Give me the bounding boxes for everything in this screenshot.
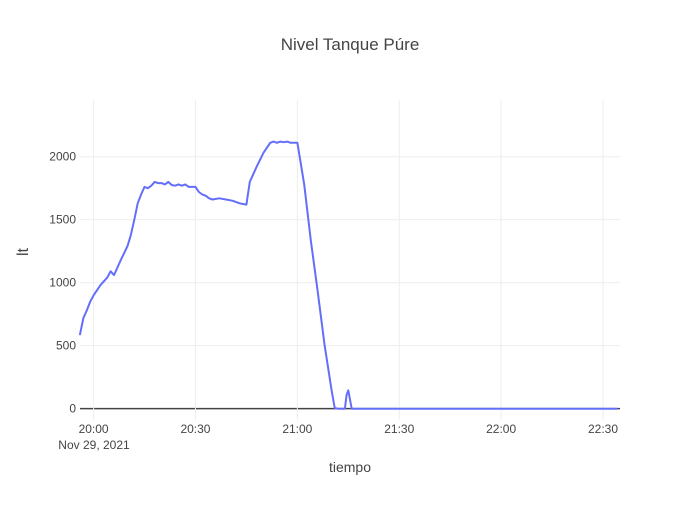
y-tick-label: 1500 bbox=[49, 213, 76, 227]
x-tick-label: 20:00 bbox=[79, 422, 109, 436]
x-tick-label: 21:30 bbox=[384, 422, 414, 436]
y-tick-label: 1000 bbox=[49, 276, 76, 290]
y-tick-label: 2000 bbox=[49, 150, 76, 164]
series-line bbox=[79, 140, 618, 410]
y-tick-label: 0 bbox=[69, 402, 76, 416]
x-tick-label: 22:30 bbox=[588, 422, 618, 436]
x-tick-label: 22:00 bbox=[486, 422, 516, 436]
chart-title: Nivel Tanque Púre bbox=[281, 35, 420, 54]
x-tick-label: 20:30 bbox=[180, 422, 210, 436]
x-axis-date-label: Nov 29, 2021 bbox=[58, 438, 130, 452]
x-axis-title: tiempo bbox=[329, 459, 371, 475]
x-tick-label: 21:00 bbox=[282, 422, 312, 436]
y-axis-title: lt bbox=[15, 247, 32, 256]
y-tick-label: 500 bbox=[56, 339, 76, 353]
